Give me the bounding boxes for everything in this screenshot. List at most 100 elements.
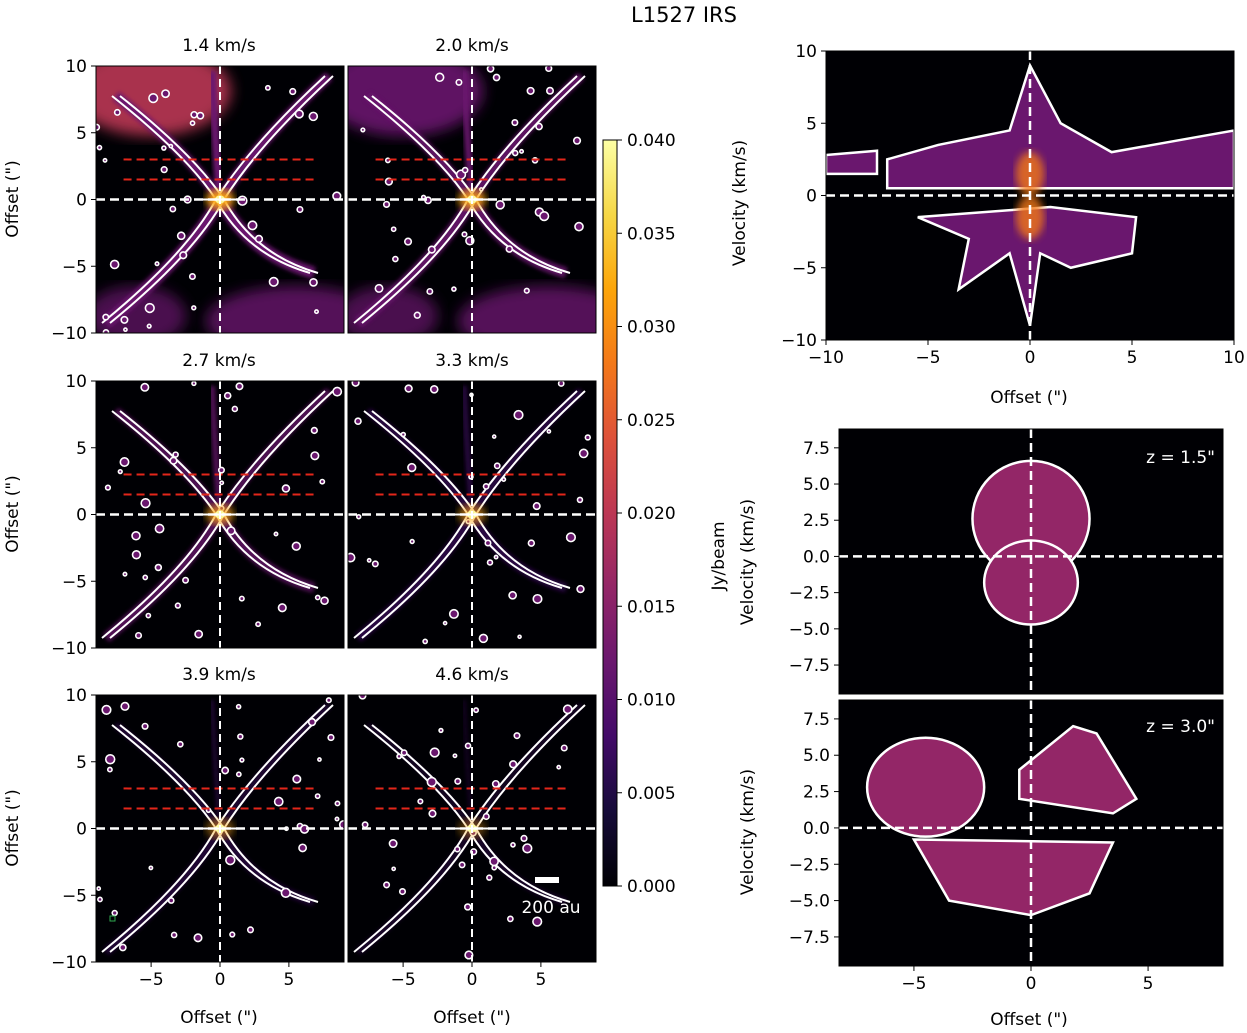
noise-contour bbox=[123, 327, 128, 333]
noise-contour bbox=[176, 231, 186, 241]
noise-contour bbox=[134, 631, 143, 640]
contour bbox=[475, 828, 571, 903]
channel-panel-4 bbox=[347, 380, 597, 649]
pv-blueshifted-emission bbox=[917, 205, 1138, 326]
noise-contour bbox=[511, 149, 519, 157]
colorbar-tick-label: 0.000 bbox=[627, 877, 676, 897]
cavity-wall bbox=[214, 196, 316, 279]
extended-emission bbox=[348, 286, 438, 333]
pv-redshifted-emission bbox=[885, 62, 1234, 190]
y-tick-label: 10 bbox=[65, 372, 87, 392]
noise-contour bbox=[486, 874, 493, 881]
noise-contour bbox=[310, 426, 318, 435]
noise-contour bbox=[556, 764, 562, 770]
noise-contour bbox=[106, 766, 113, 773]
channel-ylabel-1: Offset (") bbox=[3, 160, 23, 238]
noise-contour bbox=[491, 864, 498, 871]
contour bbox=[475, 75, 586, 201]
x-tick-label: −5 bbox=[139, 970, 164, 990]
noise-contour bbox=[281, 484, 291, 493]
noise-contour bbox=[247, 220, 258, 231]
noise-contour bbox=[576, 496, 584, 504]
cavity-wall bbox=[103, 826, 224, 956]
colorbar-tick-label: 0.015 bbox=[627, 597, 676, 617]
channel-ylabel-3: Offset (") bbox=[3, 789, 23, 867]
noise-contour bbox=[572, 136, 582, 145]
noise-contour bbox=[426, 776, 438, 788]
noise-contour bbox=[398, 887, 407, 896]
panel-content bbox=[348, 381, 596, 648]
noise-contour bbox=[454, 777, 462, 785]
noise-contour bbox=[239, 757, 245, 763]
panel-frame bbox=[347, 65, 597, 334]
y-tick-label: 2.5 bbox=[803, 511, 830, 531]
noise-contour bbox=[319, 478, 326, 485]
y-tick-label: −5.0 bbox=[789, 892, 830, 912]
channel-ylabel-2: Offset (") bbox=[3, 475, 23, 553]
noise-contour bbox=[442, 620, 448, 626]
cavity-wall bbox=[468, 826, 567, 906]
noise-contour bbox=[463, 903, 472, 911]
noise-contour bbox=[351, 381, 360, 387]
cavity-wall bbox=[468, 72, 585, 202]
pv-cut-ylabel-2: Velocity (km/s) bbox=[738, 769, 758, 895]
y-tick-label: −5.0 bbox=[789, 620, 830, 640]
y-tick-label: −10 bbox=[781, 331, 817, 351]
noise-contour bbox=[403, 237, 413, 246]
noise-contour bbox=[140, 382, 150, 392]
panel-content bbox=[96, 695, 344, 962]
noise-contour bbox=[486, 559, 494, 566]
noise-contour bbox=[235, 382, 244, 391]
y-tick-label: −10 bbox=[51, 953, 87, 973]
cavity-wall bbox=[216, 826, 316, 906]
y-tick-label: 10 bbox=[795, 42, 817, 62]
y-tick-label: −10 bbox=[51, 324, 87, 344]
x-tick-label: 0 bbox=[467, 970, 478, 990]
noise-contour bbox=[501, 476, 507, 482]
noise-contour bbox=[461, 231, 468, 238]
y-tick-label: 0.0 bbox=[803, 819, 830, 839]
pv-main-ylabel: Velocity (km/s) bbox=[730, 140, 750, 266]
cavity-wall bbox=[365, 408, 475, 517]
contour bbox=[475, 514, 571, 589]
noise-contour bbox=[455, 78, 463, 86]
noise-contour bbox=[188, 273, 196, 281]
contour bbox=[371, 410, 477, 516]
extended-emission bbox=[458, 286, 596, 333]
noise-contour bbox=[382, 200, 391, 209]
noise-contour bbox=[325, 697, 332, 704]
y-tick-label: 0 bbox=[76, 820, 87, 840]
noise-contour bbox=[523, 287, 530, 294]
cavity-wall bbox=[468, 512, 568, 593]
y-tick-label: 5 bbox=[76, 439, 87, 459]
pv-edge-emission bbox=[826, 149, 879, 176]
noise-contour bbox=[102, 328, 110, 333]
y-tick-label: −5 bbox=[62, 257, 87, 277]
contour bbox=[101, 514, 217, 639]
panel-content bbox=[839, 700, 1223, 966]
contour bbox=[215, 514, 311, 589]
noise-contour bbox=[179, 251, 188, 260]
channel-title-1: 1.4 km/s bbox=[182, 36, 256, 56]
noise-contour bbox=[235, 771, 242, 778]
colorbar-tick-label: 0.035 bbox=[627, 224, 676, 244]
y-tick-label: 5 bbox=[76, 753, 87, 773]
noise-contour bbox=[174, 602, 182, 609]
noise-contour bbox=[454, 845, 461, 853]
noise-contour bbox=[422, 638, 429, 645]
contour bbox=[475, 199, 571, 274]
contour bbox=[361, 199, 477, 324]
noise-contour bbox=[141, 722, 149, 730]
noise-contour bbox=[374, 283, 384, 293]
cavity-wall bbox=[215, 512, 316, 593]
noise-contour bbox=[168, 143, 174, 149]
noise-contour bbox=[196, 111, 205, 120]
noise-contour bbox=[438, 727, 444, 734]
noise-contour bbox=[574, 221, 584, 232]
noise-contour bbox=[535, 122, 543, 131]
noise-contour bbox=[482, 482, 490, 490]
panel-frame bbox=[838, 428, 1224, 695]
cavity-wall bbox=[210, 699, 222, 829]
noise-contour bbox=[191, 381, 197, 387]
noise-contour bbox=[309, 277, 318, 287]
